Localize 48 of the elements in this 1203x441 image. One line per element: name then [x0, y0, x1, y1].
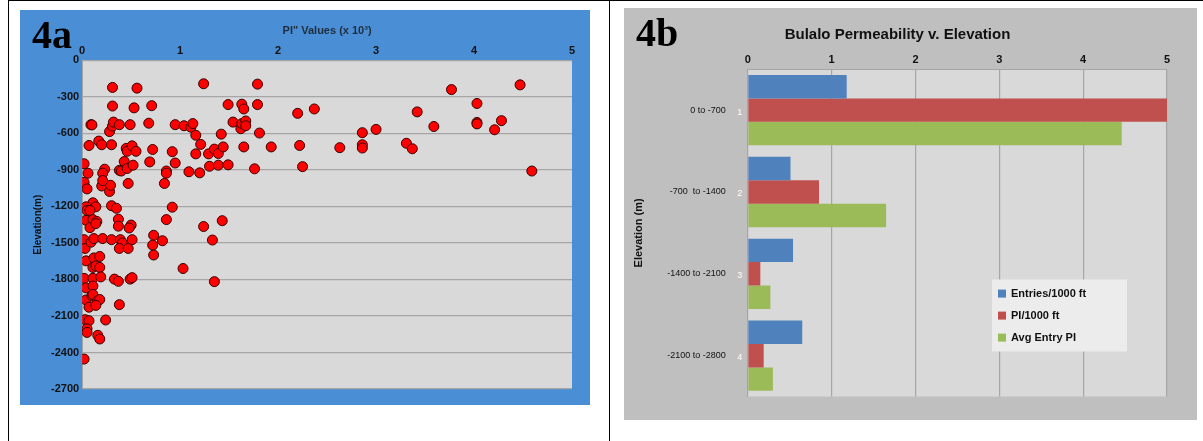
text: 4b [636, 10, 679, 56]
text: 1 [737, 106, 743, 117]
legend-label: Avg Entry PI [1011, 330, 1076, 343]
x-tick-label: 3 [996, 52, 1003, 65]
bar [748, 98, 1167, 122]
bar [748, 320, 803, 344]
y-tick-label: -1200 [50, 199, 80, 212]
x-tick-label: 1 [828, 52, 835, 65]
x-tick-label: 2 [912, 52, 919, 65]
chart-title: Bulalo Permeability v. Elevation [784, 25, 1011, 43]
y-axis-title: Elevation (m) [631, 198, 644, 268]
text: 4 [737, 352, 743, 363]
x-tick-label: 5 [568, 43, 576, 56]
y-tick-label: 0 to -700 [690, 104, 726, 115]
bar [748, 180, 820, 204]
y-tick-label: -1800 [50, 272, 80, 285]
y-axis-title: Elevation(m) [31, 194, 43, 255]
x-axis-title: PI" Values (x 10³) [282, 23, 372, 36]
bar [748, 121, 1122, 146]
text: 4a [32, 12, 72, 58]
y-tick-label: -2700 [50, 382, 80, 395]
x-tick-label: 0 [744, 52, 751, 65]
y-tick-label: -2100 [50, 309, 80, 322]
y-tick-label: -2400 [50, 345, 80, 358]
x-tick-label: 3 [372, 43, 380, 56]
y-tick-label: -2100 to -2800 [667, 350, 726, 361]
bar [748, 285, 771, 310]
x-tick-label: 1 [177, 43, 184, 56]
y-tick-label: -700 to -1400 [669, 186, 726, 197]
y-tick-label: -600 [57, 126, 80, 139]
x-tick-label: 4 [1080, 52, 1088, 65]
bar [748, 74, 847, 99]
bar [748, 238, 794, 263]
y-tick-label: -1500 [50, 235, 80, 248]
x-tick-label: 5 [1163, 52, 1171, 65]
x-tick-label: 2 [275, 43, 282, 56]
bar [748, 203, 887, 228]
bar [748, 367, 773, 391]
legend-label: PI/1000 ft [1011, 308, 1060, 321]
x-tick-label: 4 [470, 43, 478, 56]
bar [748, 262, 761, 286]
y-tick-label: -1400 to -2100 [667, 268, 726, 279]
y-tick-label: -300 [57, 89, 80, 102]
bar [748, 156, 791, 181]
legend-label: Entries/1000 ft [1011, 286, 1087, 299]
text: 2 [737, 188, 743, 199]
y-tick-label: -900 [57, 162, 80, 175]
bar [748, 343, 764, 368]
